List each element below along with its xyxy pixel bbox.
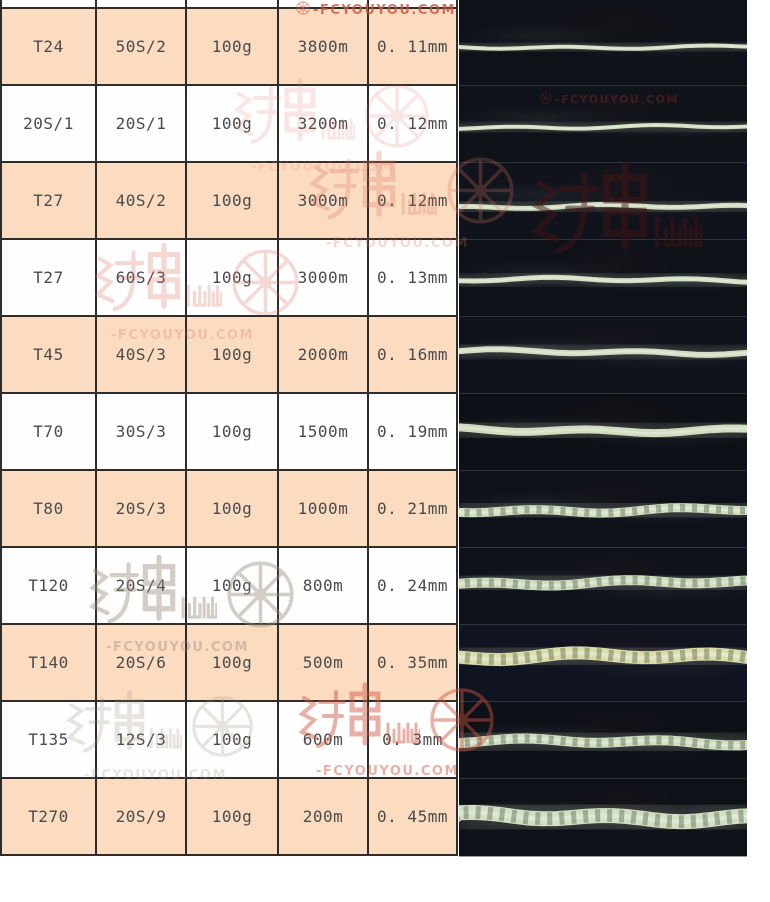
cell-diameter: 0. 24mm	[369, 548, 458, 623]
thread-image	[459, 271, 747, 289]
table-row: 20S/1 20S/1 100g 3200m 0. 12mm	[0, 86, 458, 163]
cell-diameter: 0. 45mm	[369, 779, 458, 854]
cell-model: T24	[2, 9, 97, 84]
thread-photo	[459, 86, 747, 163]
thread-photo-strip	[459, 0, 747, 857]
cell-model: T45	[2, 317, 97, 392]
cell-yarn_count: 12S/3	[97, 702, 187, 777]
cell-empty	[97, 0, 187, 7]
cell-weight: 100g	[187, 779, 279, 854]
table-row: T140 20S/6 100g 500m 0. 35mm	[0, 625, 458, 702]
cell-diameter: 0. 35mm	[369, 625, 458, 700]
cell-yarn_count: 20S/1	[97, 86, 187, 161]
cell-yarn_count: 40S/3	[97, 317, 187, 392]
table-row-partial	[0, 0, 458, 9]
cell-weight: 100g	[187, 548, 279, 623]
thread-image	[459, 120, 747, 134]
thread-photo	[459, 779, 747, 856]
cell-length: 3000m	[279, 163, 369, 238]
cell-length: 800m	[279, 548, 369, 623]
cell-diameter: 0. 11mm	[369, 9, 458, 84]
cell-weight: 100g	[187, 625, 279, 700]
cell-weight: 100g	[187, 317, 279, 392]
cell-model: T135	[2, 702, 97, 777]
thread-image	[459, 341, 747, 363]
cell-model: T120	[2, 548, 97, 623]
cell-length: 1500m	[279, 394, 369, 469]
cell-diameter: 0. 3mm	[369, 702, 458, 777]
cell-weight: 100g	[187, 394, 279, 469]
cell-weight: 100g	[187, 240, 279, 315]
cell-diameter: 0. 12mm	[369, 86, 458, 161]
thread-photo	[459, 702, 747, 779]
table-row: T27 60S/3 100g 3000m 0. 13mm	[0, 240, 458, 317]
cell-diameter: 0. 16mm	[369, 317, 458, 392]
cell-yarn_count: 30S/3	[97, 394, 187, 469]
cell-length: 200m	[279, 779, 369, 854]
thread-image	[459, 496, 747, 524]
cell-empty	[187, 0, 279, 7]
table-row: T70 30S/3 100g 1500m 0. 19mm	[0, 394, 458, 471]
cell-length: 3000m	[279, 240, 369, 315]
cell-weight: 100g	[187, 163, 279, 238]
thread-image	[459, 417, 747, 443]
cell-model: T27	[2, 240, 97, 315]
thread-image	[459, 40, 747, 54]
cell-weight: 100g	[187, 9, 279, 84]
thread-image	[459, 637, 747, 676]
thread-image	[459, 198, 747, 215]
cell-yarn_count: 40S/2	[97, 163, 187, 238]
cell-model: T27	[2, 163, 97, 238]
thread-photo	[459, 0, 747, 86]
cell-length: 1000m	[279, 471, 369, 546]
cell-model: 20S/1	[2, 86, 97, 161]
cell-diameter: 0. 13mm	[369, 240, 458, 315]
table-row: T45 40S/3 100g 2000m 0. 16mm	[0, 317, 458, 394]
table-row: T27 40S/2 100g 3000m 0. 12mm	[0, 163, 458, 240]
cell-yarn_count: 20S/4	[97, 548, 187, 623]
cell-weight: 100g	[187, 702, 279, 777]
cell-model: T80	[2, 471, 97, 546]
thread-photo	[459, 240, 747, 317]
cell-length: 3800m	[279, 9, 369, 84]
table-row: T270 20S/9 100g 200m 0. 45mm	[0, 779, 458, 856]
cell-yarn_count: 50S/2	[97, 9, 187, 84]
thread-photo	[459, 163, 747, 240]
cell-length: 500m	[279, 625, 369, 700]
cell-weight: 100g	[187, 86, 279, 161]
cell-diameter: 0. 12mm	[369, 163, 458, 238]
cell-model: T140	[2, 625, 97, 700]
thread-photo	[459, 394, 747, 471]
table-row: T135 12S/3 100g 600m 0. 3mm	[0, 702, 458, 779]
table-row: T24 50S/2 100g 3800m 0. 11mm	[0, 9, 458, 86]
thread-photo	[459, 471, 747, 548]
thread-image	[459, 568, 747, 598]
cell-yarn_count: 20S/9	[97, 779, 187, 854]
table-row: T120 20S/4 100g 800m 0. 24mm	[0, 548, 458, 625]
cell-yarn_count: 20S/6	[97, 625, 187, 700]
thread-image	[459, 794, 747, 840]
yarn-spec-table: T24 50S/2 100g 3800m 0. 11mm 20S/1 20S/1 100g 32…	[0, 0, 458, 856]
cell-diameter: 0. 19mm	[369, 394, 458, 469]
cell-length: 600m	[279, 702, 369, 777]
cell-length: 2000m	[279, 317, 369, 392]
thread-photo	[459, 317, 747, 394]
cell-empty	[2, 0, 97, 7]
cell-diameter: 0. 21mm	[369, 471, 458, 546]
cell-length: 3200m	[279, 86, 369, 161]
cell-empty	[369, 0, 458, 7]
cell-empty	[279, 0, 369, 7]
cell-model: T270	[2, 779, 97, 854]
thread-photo	[459, 548, 747, 625]
cell-weight: 100g	[187, 471, 279, 546]
cell-yarn_count: 60S/3	[97, 240, 187, 315]
thread-photo	[459, 625, 747, 702]
table-row: T80 20S/3 100g 1000m 0. 21mm	[0, 471, 458, 548]
thread-image	[459, 726, 747, 758]
cell-yarn_count: 20S/3	[97, 471, 187, 546]
cell-model: T70	[2, 394, 97, 469]
